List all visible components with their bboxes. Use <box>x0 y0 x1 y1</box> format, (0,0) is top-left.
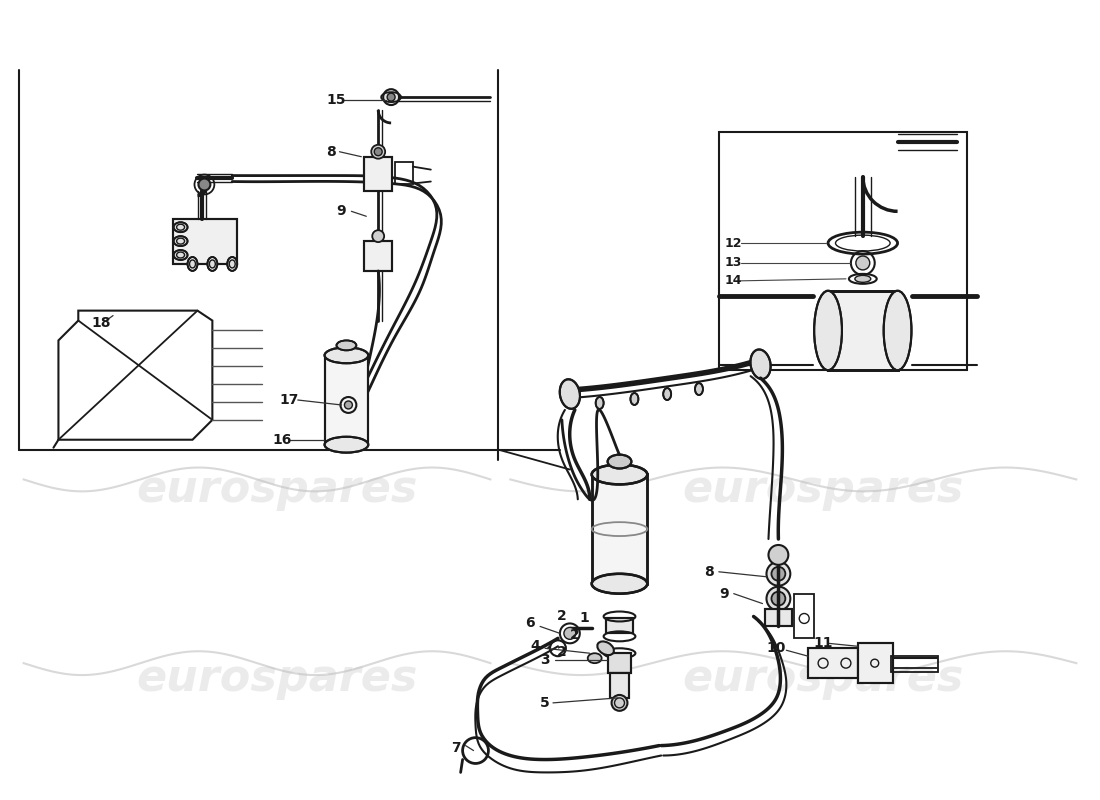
Text: 12: 12 <box>725 237 742 250</box>
Bar <box>808 648 858 678</box>
Bar <box>828 290 898 370</box>
Circle shape <box>371 145 385 158</box>
Ellipse shape <box>695 383 703 395</box>
Bar <box>858 643 892 683</box>
Circle shape <box>383 89 399 105</box>
Ellipse shape <box>187 257 198 271</box>
Text: 3: 3 <box>540 653 550 667</box>
Text: 9: 9 <box>718 586 728 601</box>
Ellipse shape <box>855 275 871 282</box>
Text: 10: 10 <box>767 642 785 655</box>
Bar <box>858 643 892 683</box>
Text: 14: 14 <box>725 274 742 287</box>
Circle shape <box>198 178 210 190</box>
Bar <box>794 594 814 638</box>
Text: 7: 7 <box>451 741 460 754</box>
Text: 2: 2 <box>557 646 566 659</box>
Ellipse shape <box>208 257 218 271</box>
Text: 13: 13 <box>725 257 742 270</box>
Bar <box>592 474 647 584</box>
Ellipse shape <box>630 393 638 405</box>
Text: eurospares: eurospares <box>682 657 964 699</box>
Ellipse shape <box>560 379 580 409</box>
Bar <box>364 241 392 271</box>
Bar <box>364 241 392 271</box>
Bar <box>364 157 392 191</box>
Bar <box>324 355 369 445</box>
Text: 11: 11 <box>813 636 833 650</box>
Ellipse shape <box>337 341 356 350</box>
Text: 2: 2 <box>570 628 580 642</box>
Bar <box>718 132 967 370</box>
Bar <box>364 157 392 191</box>
Circle shape <box>374 148 382 156</box>
Ellipse shape <box>814 290 842 370</box>
Ellipse shape <box>663 388 671 400</box>
Circle shape <box>767 562 790 586</box>
Text: 2: 2 <box>557 610 566 623</box>
Circle shape <box>771 567 785 581</box>
Ellipse shape <box>592 465 647 485</box>
Bar <box>764 609 792 626</box>
Bar <box>891 656 938 672</box>
Circle shape <box>771 592 785 606</box>
Text: 8: 8 <box>327 145 337 158</box>
Bar <box>173 219 238 264</box>
Circle shape <box>767 586 790 610</box>
Polygon shape <box>58 310 212 440</box>
Ellipse shape <box>324 347 369 363</box>
Circle shape <box>769 545 789 565</box>
Bar <box>607 654 631 673</box>
Bar <box>808 648 858 678</box>
Bar <box>324 355 369 445</box>
Text: 9: 9 <box>337 204 346 218</box>
Ellipse shape <box>587 654 602 663</box>
Ellipse shape <box>883 290 912 370</box>
Bar <box>609 673 629 698</box>
Circle shape <box>612 695 627 711</box>
Bar <box>606 618 634 634</box>
Ellipse shape <box>596 397 604 409</box>
Ellipse shape <box>324 437 369 453</box>
Ellipse shape <box>228 257 238 271</box>
Text: 16: 16 <box>272 433 292 446</box>
Text: 5: 5 <box>540 696 550 710</box>
Text: 17: 17 <box>279 393 299 407</box>
Bar <box>173 219 238 264</box>
Bar <box>764 609 792 626</box>
Circle shape <box>564 627 575 639</box>
Bar <box>828 290 898 370</box>
Bar <box>609 673 629 698</box>
Bar <box>607 654 631 673</box>
Text: eurospares: eurospares <box>682 468 964 511</box>
Ellipse shape <box>174 250 187 260</box>
Text: eurospares: eurospares <box>136 468 418 511</box>
Circle shape <box>387 93 395 101</box>
Text: 4: 4 <box>530 639 540 654</box>
Ellipse shape <box>174 236 187 246</box>
Ellipse shape <box>607 454 631 469</box>
Circle shape <box>344 401 352 409</box>
Text: 8: 8 <box>704 565 714 578</box>
Text: 15: 15 <box>327 93 346 107</box>
Text: 18: 18 <box>91 315 111 330</box>
Circle shape <box>372 230 384 242</box>
Circle shape <box>856 256 870 270</box>
Text: 1: 1 <box>580 611 590 626</box>
Ellipse shape <box>174 222 187 232</box>
Ellipse shape <box>750 350 771 379</box>
Ellipse shape <box>597 642 614 655</box>
Ellipse shape <box>592 574 647 594</box>
Text: eurospares: eurospares <box>136 657 418 699</box>
Bar <box>395 162 412 183</box>
Bar <box>592 474 647 584</box>
Bar <box>606 618 634 634</box>
Text: 6: 6 <box>525 617 535 630</box>
